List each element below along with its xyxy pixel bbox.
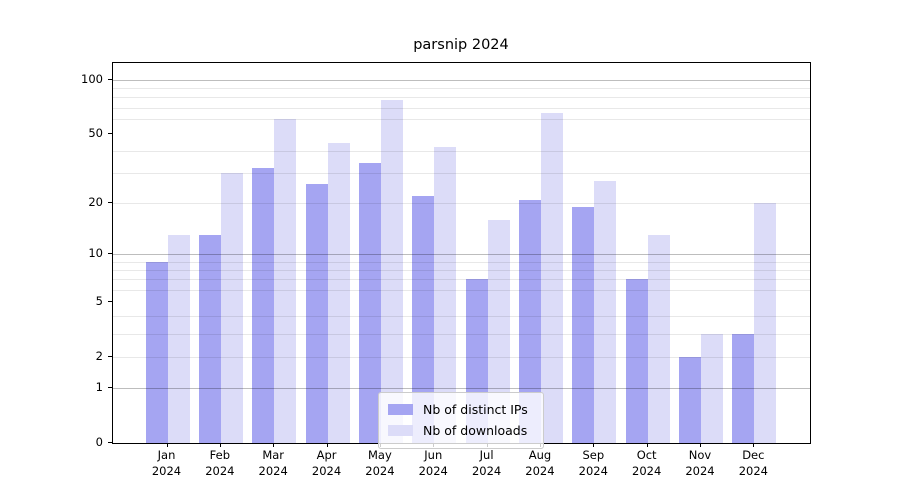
bar-ips-may — [358, 163, 381, 443]
bar-ips-oct — [625, 279, 648, 443]
y-tick-label-0: 0 — [95, 435, 103, 449]
x-tick-mark-jan — [166, 443, 168, 447]
bar-ips-dec — [732, 333, 755, 443]
bar-ips-apr — [305, 183, 328, 443]
x-tick-mark-apr — [326, 443, 328, 447]
x-tick-label-aug: Aug 2024 — [525, 448, 555, 478]
y-tick-label-5: 5 — [95, 293, 103, 308]
x-tick-label-dec: Dec 2024 — [738, 448, 768, 478]
x-tick-mark-mar — [273, 443, 275, 447]
bar-downloads-jan — [167, 235, 190, 443]
bar-ips-feb — [198, 235, 221, 443]
x-tick-label-jan: Jan 2024 — [151, 448, 182, 478]
x-tick-mark-dec — [753, 443, 755, 447]
legend-label-downloads: Nb of downloads — [423, 423, 528, 438]
bar-downloads-sep — [594, 180, 617, 443]
y-tick-mark-20 — [108, 202, 112, 204]
bar-ips-nov — [679, 356, 701, 443]
bar-downloads-nov — [701, 333, 723, 443]
y-tick-mark-1 — [108, 387, 112, 389]
y-tick-label-1: 1 — [95, 380, 103, 395]
x-tick-mark-nov — [700, 443, 701, 447]
bar-ips-jun — [412, 196, 435, 443]
x-tick-label-jul: Jul 2024 — [471, 448, 502, 478]
bar-ips-jan — [145, 261, 168, 443]
x-tick-label-jun: Jun 2024 — [418, 448, 448, 478]
bar-downloads-jun — [434, 147, 457, 443]
bar-ips-sep — [572, 207, 595, 443]
bar-downloads-may — [380, 100, 403, 443]
bar-downloads-aug — [540, 113, 563, 443]
legend-label-distinct-ips: Nb of distinct IPs — [423, 402, 528, 417]
x-tick-mark-oct — [646, 443, 648, 447]
y-tick-label-100: 100 — [81, 71, 103, 86]
x-tick-mark-sep — [593, 443, 595, 447]
y-tick-label-20: 20 — [88, 195, 103, 210]
bar-downloads-mar — [274, 119, 297, 443]
x-tick-mark-feb — [219, 443, 221, 447]
x-tick-label-mar: Mar 2024 — [258, 448, 288, 478]
bar-downloads-dec — [754, 203, 777, 443]
y-tick-label-10: 10 — [88, 246, 103, 261]
y-tick-mark-5 — [108, 300, 112, 302]
y-tick-mark-2 — [108, 355, 112, 357]
y-tick-mark-0 — [108, 442, 112, 443]
bar-downloads-oct — [647, 235, 670, 443]
legend-swatch-distinct-ips — [388, 404, 413, 415]
y-tick-label-2: 2 — [95, 348, 103, 363]
bar-ips-aug — [518, 199, 541, 443]
legend-swatch-downloads — [388, 425, 413, 436]
y-tick-label-50: 50 — [88, 125, 103, 140]
x-tick-label-oct: Oct 2024 — [632, 448, 662, 478]
chart-title: parsnip 2024 — [413, 37, 509, 53]
x-tick-label-feb: Feb 2024 — [205, 448, 235, 478]
bar-downloads-jul — [487, 220, 510, 443]
bar-ips-mar — [252, 167, 275, 443]
x-tick-label-sep: Sep 2024 — [578, 448, 608, 478]
y-tick-mark-100 — [108, 78, 112, 80]
y-tick-mark-50 — [108, 132, 112, 134]
x-tick-label-may: May 2024 — [365, 448, 395, 478]
bar-downloads-feb — [220, 172, 243, 443]
bar-layer — [113, 63, 810, 443]
x-tick-label-nov: Nov 2024 — [685, 448, 715, 478]
bar-downloads-apr — [327, 143, 350, 443]
legend-row-ips: Nb of distinct IPs — [388, 399, 534, 420]
y-tick-mark-10 — [108, 253, 112, 255]
legend: Nb of distinct IPs Nb of downloads — [378, 392, 544, 449]
legend-row-downloads: Nb of downloads — [388, 420, 534, 441]
x-tick-label-apr: Apr 2024 — [311, 448, 342, 478]
plot-area: Nb of distinct IPs Nb of downloads — [112, 62, 811, 449]
